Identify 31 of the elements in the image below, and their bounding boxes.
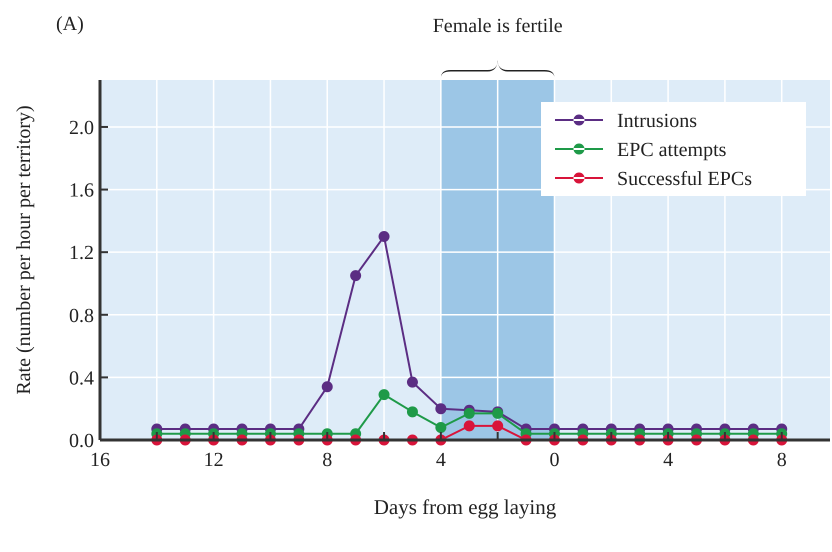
- point: [435, 403, 446, 414]
- x-tick-label: 0: [549, 449, 560, 471]
- x-tick-label: 4: [436, 449, 446, 471]
- x-tick-label: 12: [204, 449, 224, 471]
- point: [464, 420, 475, 432]
- legend-label: Intrusions: [617, 110, 698, 132]
- point: [406, 406, 418, 418]
- point: [322, 381, 333, 392]
- point: [406, 376, 418, 388]
- x-tick-label: 4: [663, 449, 674, 471]
- legend-label: Successful EPCs: [617, 168, 752, 190]
- point: [350, 270, 362, 282]
- y-tick-label: 0.4: [69, 367, 94, 390]
- x-tick-label: 16: [90, 449, 110, 471]
- y-tick-label: 1.6: [69, 180, 94, 202]
- point: [435, 422, 446, 433]
- band-label: Female is fertile: [432, 15, 563, 37]
- y-axis-title: Rate (number per hour per territory): [13, 105, 35, 395]
- y-tick-label: 2.0: [69, 116, 94, 139]
- chart-title: (A): [56, 13, 84, 35]
- y-tick-label: 1.2: [69, 242, 94, 264]
- point: [492, 420, 504, 432]
- y-tick-label: 0.0: [69, 430, 94, 452]
- legend-label: EPC attempts: [617, 139, 727, 161]
- point: [378, 231, 390, 242]
- point: [378, 389, 390, 400]
- x-axis-title: Days from egg laying: [374, 495, 557, 519]
- point: [464, 408, 475, 419]
- y-tick-label: 0.8: [69, 304, 94, 327]
- x-tick-label: 8: [776, 449, 787, 471]
- x-tick-label: 8: [322, 449, 332, 471]
